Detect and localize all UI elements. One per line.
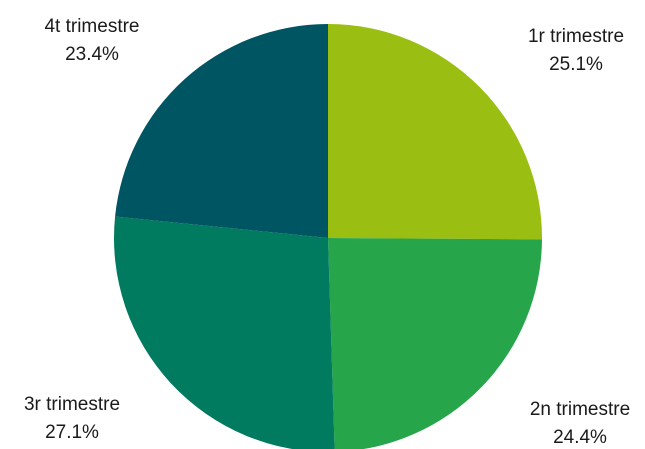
pie-slice-1	[328, 24, 542, 240]
pie-slices	[114, 24, 542, 449]
slice-value-1: 25.1%	[549, 54, 603, 75]
slice-label-4: 4t trimestre	[44, 16, 139, 37]
pie-slice-4	[115, 24, 329, 238]
pie-labels: 1r trimestre 25.1% 2n trimestre 24.4% 3r tri…	[24, 16, 630, 448]
slice-value-2: 24.4%	[553, 427, 607, 448]
slice-label-1: 1r trimestre	[528, 26, 624, 47]
pie-slice-3	[114, 216, 335, 449]
pie-slice-2	[328, 238, 542, 449]
slice-value-3: 27.1%	[45, 422, 99, 443]
slice-value-4: 23.4%	[65, 44, 119, 65]
slice-label-3: 3r trimestre	[24, 394, 120, 415]
slice-label-2: 2n trimestre	[530, 399, 630, 420]
